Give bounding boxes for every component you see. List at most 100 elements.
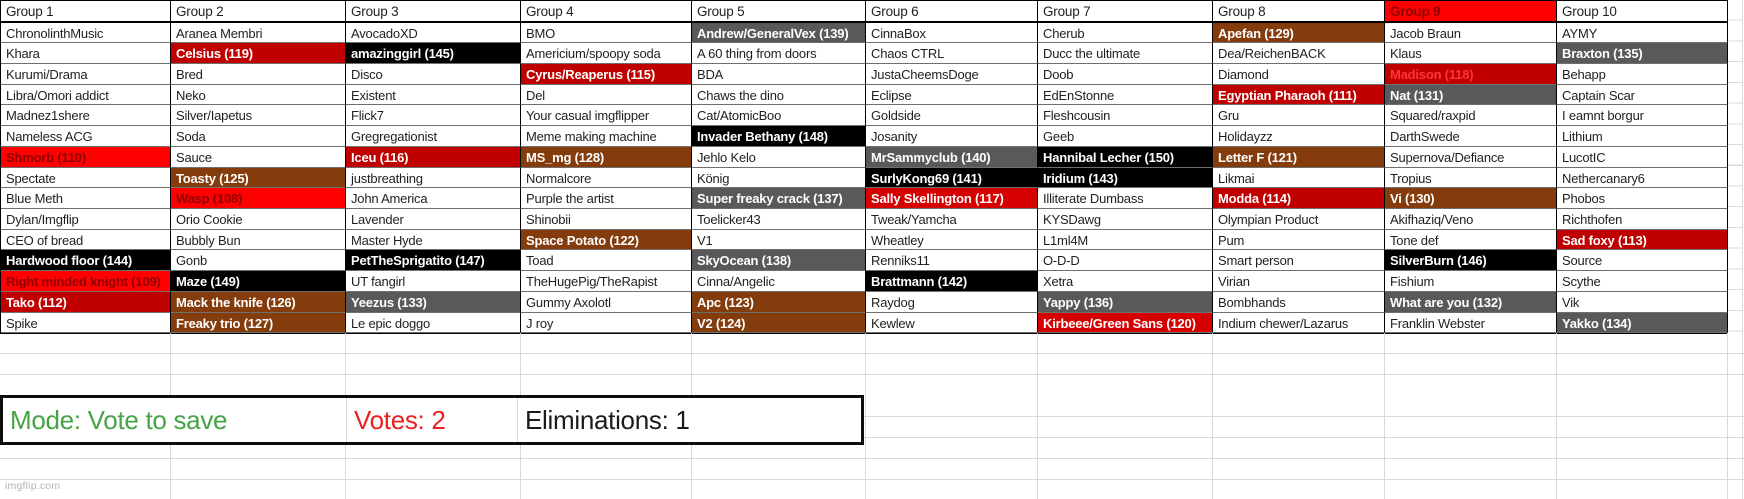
member-cell-marked[interactable]: Letter F (121) bbox=[1213, 146, 1385, 168]
member-cell[interactable]: Nameless ACG bbox=[1, 126, 171, 147]
member-cell[interactable]: Goldside bbox=[866, 105, 1038, 127]
member-cell-marked[interactable]: Nat (131) bbox=[1385, 84, 1557, 106]
member-cell[interactable]: TheHugePig/TheRapist bbox=[521, 271, 692, 292]
member-cell[interactable]: Nethercanary6 bbox=[1557, 167, 1728, 189]
member-cell[interactable]: V1 bbox=[692, 229, 866, 251]
group-header-cell[interactable]: Group 3 bbox=[346, 1, 521, 23]
member-cell-marked[interactable]: MS_mg (128) bbox=[521, 146, 692, 168]
member-cell-marked[interactable]: Toasty (125) bbox=[171, 167, 346, 189]
member-cell-marked[interactable]: Invader Bethany (148) bbox=[692, 126, 866, 147]
member-cell[interactable]: Your casual imgflipper bbox=[521, 105, 692, 127]
member-cell[interactable]: Eclipse bbox=[866, 84, 1038, 106]
member-cell-marked[interactable]: Wasp (108) bbox=[171, 188, 346, 209]
member-cell-marked[interactable]: Sally Skellington (117) bbox=[866, 188, 1038, 209]
member-cell[interactable]: Cat/AtomicBoo bbox=[692, 105, 866, 127]
member-cell-marked[interactable]: Vi (130) bbox=[1385, 188, 1557, 209]
member-cell-marked[interactable]: amazinggirl (145) bbox=[346, 43, 521, 64]
member-cell-marked[interactable]: Brattmann (142) bbox=[866, 271, 1038, 292]
member-cell[interactable]: Bred bbox=[171, 63, 346, 85]
member-cell[interactable]: Raydog bbox=[866, 291, 1038, 313]
member-cell[interactable]: Blue Meth bbox=[1, 188, 171, 209]
member-cell-marked[interactable]: Andrew/GeneralVex (139) bbox=[692, 22, 866, 44]
member-cell-marked[interactable]: Yeezus (133) bbox=[346, 291, 521, 313]
member-cell[interactable]: BMO bbox=[521, 22, 692, 44]
member-cell[interactable]: A 60 thing from doors bbox=[692, 43, 866, 64]
member-cell[interactable]: Lithium bbox=[1557, 126, 1728, 147]
member-cell[interactable]: Disco bbox=[346, 63, 521, 85]
member-cell[interactable]: Josanity bbox=[866, 126, 1038, 147]
member-cell[interactable]: justbreathing bbox=[346, 167, 521, 189]
member-cell[interactable]: Soda bbox=[171, 126, 346, 147]
member-cell[interactable]: Franklin Webster bbox=[1385, 312, 1557, 334]
member-cell-marked[interactable]: SurlyKong69 (141) bbox=[866, 167, 1038, 189]
member-cell[interactable]: Pum bbox=[1213, 229, 1385, 251]
member-cell[interactable]: I eamnt borgur bbox=[1557, 105, 1728, 127]
member-cell-marked[interactable]: Iridium (143) bbox=[1038, 167, 1213, 189]
member-cell-marked[interactable]: PetTheSprigatito (147) bbox=[346, 250, 521, 272]
member-cell[interactable]: Likmai bbox=[1213, 167, 1385, 189]
member-cell-marked[interactable]: Hannibal Lecher (150) bbox=[1038, 146, 1213, 168]
member-cell[interactable]: Sauce bbox=[171, 146, 346, 168]
votes-cell[interactable]: Votes: 2 bbox=[346, 398, 518, 442]
member-cell[interactable]: Le epic doggo bbox=[346, 312, 521, 334]
member-cell[interactable]: Cinna/Angelic bbox=[692, 271, 866, 292]
member-cell[interactable]: CinnaBox bbox=[866, 22, 1038, 44]
member-cell[interactable]: Shinobii bbox=[521, 208, 692, 230]
member-cell[interactable]: Kewlew bbox=[866, 312, 1038, 334]
member-cell-marked[interactable]: MrSammyclub (140) bbox=[866, 146, 1038, 168]
group-header-cell[interactable]: Group 10 bbox=[1557, 1, 1728, 23]
member-cell[interactable]: Dylan/Imgflip bbox=[1, 208, 171, 230]
member-cell[interactable]: Gummy Axolotl bbox=[521, 291, 692, 313]
member-cell[interactable]: Del bbox=[521, 84, 692, 106]
member-cell-marked[interactable]: V2 (124) bbox=[692, 312, 866, 334]
member-cell-marked[interactable]: Iceu (116) bbox=[346, 146, 521, 168]
eliminations-cell[interactable]: Eliminations: 1 bbox=[525, 404, 690, 435]
member-cell-marked[interactable]: Egyptian Pharaoh (111) bbox=[1213, 84, 1385, 106]
member-cell[interactable]: Scythe bbox=[1557, 271, 1728, 292]
member-cell[interactable]: Silver/Iapetus bbox=[171, 105, 346, 127]
group-header-cell[interactable]: Group 1 bbox=[1, 1, 171, 23]
group-header-cell[interactable]: Group 4 bbox=[521, 1, 692, 23]
member-cell[interactable]: Neko bbox=[171, 84, 346, 106]
member-cell[interactable]: EdEnStonne bbox=[1038, 84, 1213, 106]
member-cell[interactable]: Tropius bbox=[1385, 167, 1557, 189]
member-cell[interactable]: KYSDawg bbox=[1038, 208, 1213, 230]
member-cell[interactable]: Tone def bbox=[1385, 229, 1557, 251]
member-cell[interactable]: Aranea Membri bbox=[171, 22, 346, 44]
member-cell[interactable]: Akifhaziq/Veno bbox=[1385, 208, 1557, 230]
group-header-cell[interactable]: Group 9 bbox=[1385, 1, 1557, 23]
member-cell-marked[interactable]: Modda (114) bbox=[1213, 188, 1385, 209]
member-cell[interactable]: Phobos bbox=[1557, 188, 1728, 209]
member-cell[interactable]: Doob bbox=[1038, 63, 1213, 85]
member-cell-marked[interactable]: Space Potato (122) bbox=[521, 229, 692, 251]
member-cell[interactable]: Wheatley bbox=[866, 229, 1038, 251]
member-cell[interactable]: Jehlo Kelo bbox=[692, 146, 866, 168]
member-cell-marked[interactable]: Apefan (129) bbox=[1213, 22, 1385, 44]
member-cell[interactable]: Fleshcousin bbox=[1038, 105, 1213, 127]
member-cell[interactable]: König bbox=[692, 167, 866, 189]
member-cell[interactable]: Normalcore bbox=[521, 167, 692, 189]
member-cell[interactable]: Orio Cookie bbox=[171, 208, 346, 230]
member-cell[interactable]: Khara bbox=[1, 43, 171, 64]
member-cell[interactable]: Spike bbox=[1, 312, 171, 334]
member-cell[interactable]: Fishium bbox=[1385, 271, 1557, 292]
member-cell[interactable]: Source bbox=[1557, 250, 1728, 272]
member-cell[interactable]: Olympian Product bbox=[1213, 208, 1385, 230]
member-cell-marked[interactable]: SilverBurn (146) bbox=[1385, 250, 1557, 272]
member-cell[interactable]: Indium chewer/Lazarus bbox=[1213, 312, 1385, 334]
member-cell[interactable]: ChronolinthMusic bbox=[1, 22, 171, 44]
member-cell[interactable]: Chaos CTRL bbox=[866, 43, 1038, 64]
member-cell[interactable]: Gru bbox=[1213, 105, 1385, 127]
member-cell[interactable]: JustaCheemsDoge bbox=[866, 63, 1038, 85]
member-cell-marked[interactable]: Madison (118) bbox=[1385, 63, 1557, 85]
member-cell-marked[interactable]: Maze (149) bbox=[171, 271, 346, 292]
member-cell[interactable]: Holidayzz bbox=[1213, 126, 1385, 147]
member-cell-marked[interactable]: Cyrus/Reaperus (115) bbox=[521, 63, 692, 85]
group-header-cell[interactable]: Group 2 bbox=[171, 1, 346, 23]
member-cell[interactable]: J roy bbox=[521, 312, 692, 334]
member-cell-marked[interactable]: Yakko (134) bbox=[1557, 312, 1728, 334]
member-cell[interactable]: Behapp bbox=[1557, 63, 1728, 85]
member-cell[interactable]: Existent bbox=[346, 84, 521, 106]
member-cell[interactable]: Klaus bbox=[1385, 43, 1557, 64]
member-cell[interactable]: Spectate bbox=[1, 167, 171, 189]
